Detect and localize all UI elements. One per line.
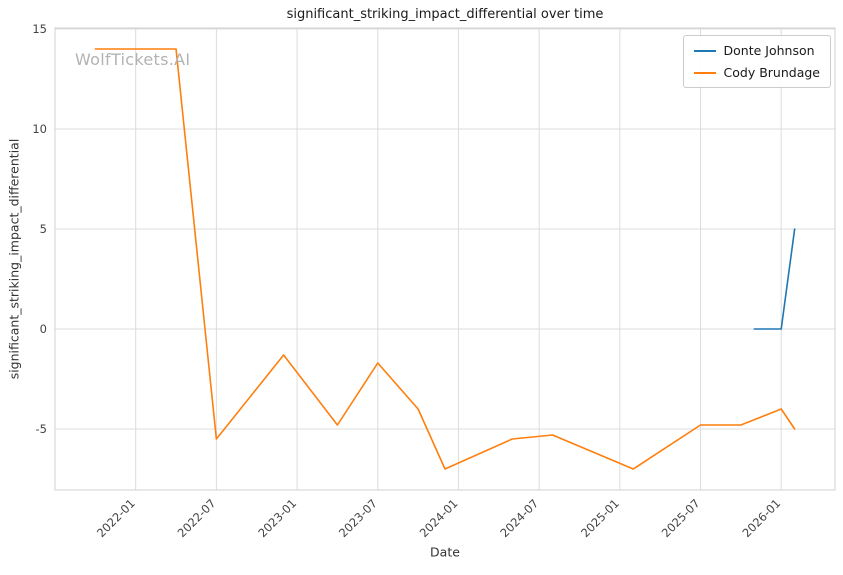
- legend-line-swatch: [693, 49, 716, 52]
- x-tick-label: 2026-01: [739, 496, 783, 540]
- legend-item: Cody Brundage: [693, 65, 820, 80]
- y-tick-label: 5: [40, 222, 47, 236]
- x-tick-label: 2024-07: [497, 496, 541, 540]
- x-tick-label: 2023-01: [255, 496, 299, 540]
- plot-border: [54, 27, 836, 491]
- y-tick-label: 0: [40, 322, 47, 336]
- x-tick-label: 2024-01: [417, 496, 461, 540]
- series-line-cody-brundage: [94, 48, 796, 470]
- x-axis-label: Date: [430, 544, 460, 560]
- watermark: WolfTickets.AI: [75, 50, 191, 69]
- y-tick-label: 15: [32, 22, 47, 36]
- legend-item: Donte Johnson: [693, 43, 820, 58]
- y-axis-label: significant_striking_impact_differential: [6, 138, 22, 380]
- x-tick-label: 2025-01: [578, 496, 622, 540]
- legend-label: Cody Brundage: [723, 65, 820, 80]
- chart-title: significant_striking_impact_differential…: [286, 7, 604, 22]
- y-tick-label: -5: [36, 422, 47, 436]
- legend-label: Donte Johnson: [723, 43, 815, 58]
- legend: Donte Johnson Cody Brundage: [682, 35, 831, 88]
- x-tick-label: 2023-07: [336, 496, 380, 540]
- legend-line-swatch: [693, 71, 716, 74]
- x-tick-label: 2025-07: [659, 496, 703, 540]
- x-tick-label: 2022-01: [94, 496, 138, 540]
- x-tick-label: 2022-07: [175, 496, 219, 540]
- series-line-donte-johnson: [753, 228, 796, 330]
- y-tick-label: 10: [32, 122, 47, 136]
